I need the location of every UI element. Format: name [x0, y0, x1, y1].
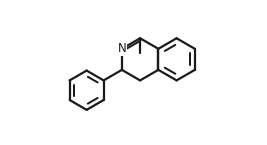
Text: N: N — [117, 42, 126, 55]
